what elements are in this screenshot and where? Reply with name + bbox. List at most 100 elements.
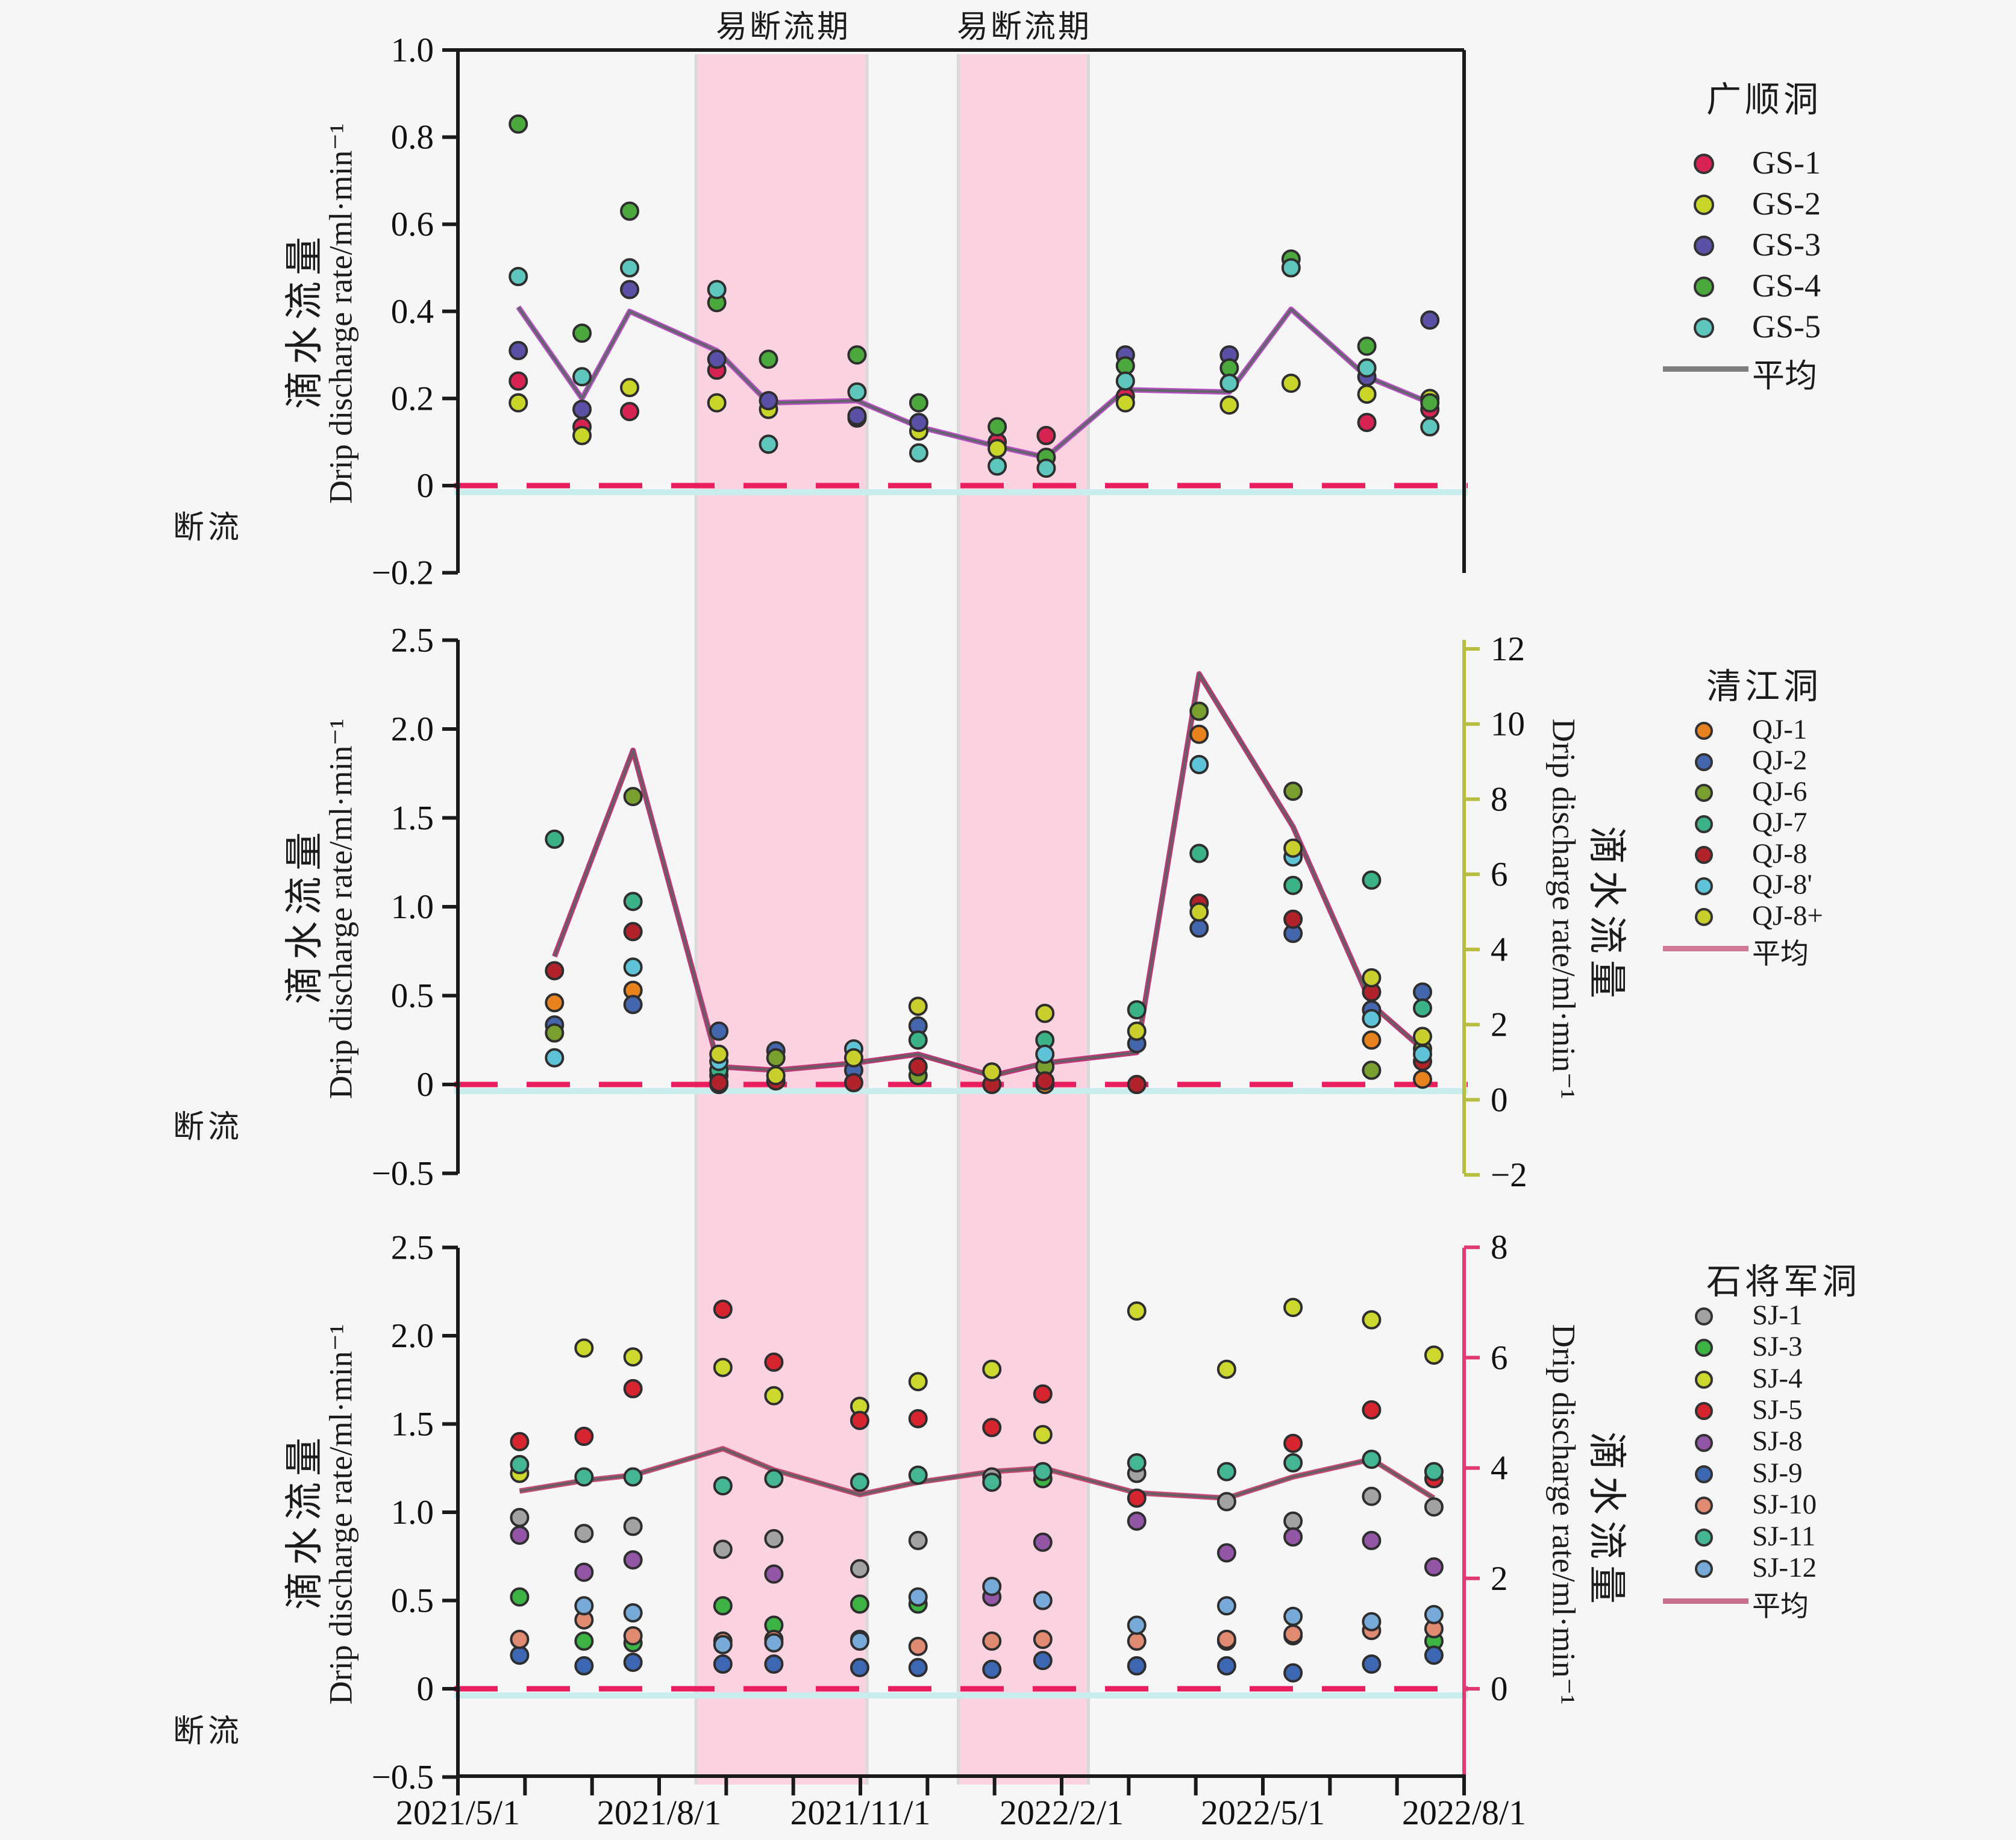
panel-3: 2.5 2.0 1.5 1.0 0.5 0 −0.5 8 6 4 2 0 2021/5/1 2021/8/…: [372, 1228, 1527, 1832]
data-point-SJ-8: [1424, 1557, 1444, 1577]
y-label-en-right-panel3: Drip discharge rate/ml·min⁻¹: [1545, 1324, 1582, 1705]
data-point-GS-2: [1357, 384, 1377, 404]
data-point-GS-4: [620, 201, 639, 221]
y-tick-label: 2.5: [391, 622, 434, 660]
data-point-GS-4: [1357, 336, 1377, 356]
y-tick-label: −0.5: [372, 1155, 434, 1193]
data-point-SJ-1: [574, 1524, 594, 1544]
data-point-QJ-7: [545, 829, 565, 849]
data-point-QJ-7: [623, 892, 643, 912]
data-point-SJ-11: [1362, 1450, 1382, 1469]
legend-marker-SJ-4: [1695, 1370, 1713, 1389]
y-label-cn-panel1: 滴水流量: [283, 231, 326, 409]
data-point-SJ-10: [982, 1631, 1002, 1651]
cutoff-label-panel2: 断流: [173, 1110, 243, 1145]
right-y-tick-label: 2: [1491, 1560, 1508, 1598]
data-point-QJ-7: [1362, 870, 1382, 890]
legend-label-平均: 平均: [1752, 1591, 1809, 1623]
x-tick-label: 2021/11/1: [790, 1793, 930, 1832]
data-point-SJ-10: [510, 1630, 530, 1649]
data-point-SJ-4: [1033, 1425, 1053, 1445]
data-point-SJ-5: [1033, 1384, 1053, 1404]
data-point-SJ-1: [713, 1539, 733, 1559]
data-point-SJ-9: [510, 1645, 530, 1665]
right-y-tick-label: −2: [1491, 1156, 1527, 1194]
legend-marker-QJ-7: [1695, 815, 1713, 833]
data-point-SJ-9: [1033, 1651, 1053, 1671]
data-point-QJ-8: [1127, 1075, 1147, 1094]
y-tick-label: 1.5: [391, 800, 434, 837]
right-y-tick-label: 2: [1491, 1006, 1508, 1044]
data-point-SJ-4: [982, 1359, 1002, 1379]
legend-label-QJ-7: QJ-7: [1752, 807, 1808, 839]
y-tick-label: 0.8: [391, 119, 434, 157]
right-y-tick-label: 12: [1491, 630, 1525, 668]
legend-marker-QJ-1: [1695, 722, 1713, 740]
right-y-tick-label: 10: [1491, 706, 1525, 743]
data-point-SJ-9: [1216, 1656, 1236, 1676]
y-tick-label: 0: [417, 467, 434, 505]
legend-label-SJ-1: SJ-1: [1752, 1299, 1803, 1331]
data-point-QJ-8': [623, 957, 643, 977]
data-point-SJ-5: [574, 1427, 594, 1446]
data-point-SJ-5: [713, 1300, 733, 1319]
data-point-GS-3: [572, 399, 592, 419]
data-point-QJ-8: [1283, 909, 1303, 929]
legend-label-GS-1: GS-1: [1752, 144, 1821, 181]
data-point-SJ-5: [982, 1418, 1002, 1438]
y-tick-label: 1.0: [391, 1494, 434, 1532]
data-point-GS-5: [1420, 417, 1440, 437]
legend-label-SJ-10: SJ-10: [1752, 1489, 1817, 1521]
legend-title-清江洞: 清江洞: [1706, 667, 1823, 706]
data-point-QJ-1: [1189, 724, 1209, 744]
data-point-SJ-9: [908, 1657, 928, 1677]
data-point-SJ-4: [713, 1357, 733, 1377]
data-point-SJ-9: [574, 1656, 594, 1676]
data-point-GS-3: [620, 280, 639, 299]
right-y-tick-label: 8: [1491, 780, 1508, 818]
data-point-SJ-11: [713, 1476, 733, 1496]
legend-average-line: [1663, 945, 1748, 951]
data-point-QJ-2: [709, 1021, 729, 1041]
data-point-SJ-9: [713, 1654, 733, 1674]
right-y-tick-label: 6: [1491, 1339, 1508, 1377]
band1-label: 易断流期: [715, 10, 851, 45]
legend-marker-SJ-8: [1695, 1433, 1713, 1452]
data-point-GS-2: [620, 378, 639, 398]
legend-label-QJ-6: QJ-6: [1752, 775, 1808, 807]
y-label-cn-right-panel3: 滴水流量: [1585, 1432, 1628, 1610]
data-point-SJ-12: [1127, 1615, 1147, 1635]
legend-label-GS-2: GS-2: [1752, 185, 1821, 222]
data-point-QJ-8+: [1362, 968, 1382, 987]
data-point-SJ-12: [1033, 1591, 1053, 1610]
y-tick-label: 2.0: [391, 1317, 434, 1355]
data-point-SJ-3: [713, 1596, 733, 1616]
data-point-GS-5: [988, 456, 1007, 476]
data-point-SJ-1: [850, 1559, 869, 1579]
y-tick-label: 0.2: [391, 380, 434, 418]
right-y-tick-label: 0: [1491, 1670, 1508, 1708]
data-point-SJ-1: [623, 1516, 643, 1536]
data-point-QJ-2: [623, 995, 643, 1015]
data-point-GS-4: [909, 393, 928, 413]
data-point-SJ-11: [1283, 1453, 1303, 1472]
y-tick-label: 0: [417, 1670, 434, 1708]
data-point-SJ-10: [1033, 1630, 1053, 1649]
data-point-GS-5: [759, 434, 778, 454]
legend-average-line: [1663, 366, 1748, 372]
y-label-en-panel3: Drip discharge rate/ml·min⁻¹: [322, 1324, 359, 1705]
y-tick-label: 1.5: [391, 1406, 434, 1444]
data-point-GS-5: [620, 258, 639, 278]
data-point-QJ-8: [709, 1073, 729, 1092]
data-point-SJ-1: [1362, 1486, 1382, 1506]
data-point-QJ-8+: [1283, 838, 1303, 858]
data-point-GS-1: [509, 371, 528, 391]
x-tick-label: 2022/2/1: [1000, 1793, 1124, 1832]
data-point-QJ-8: [908, 1057, 928, 1077]
legend-marker-SJ-5: [1695, 1402, 1713, 1421]
data-point-SJ-12: [1216, 1596, 1236, 1616]
legend-label-GS-4: GS-4: [1752, 267, 1821, 304]
data-point-QJ-8+: [766, 1066, 786, 1086]
data-point-SJ-9: [1127, 1656, 1147, 1676]
data-point-GS-3: [759, 391, 778, 410]
